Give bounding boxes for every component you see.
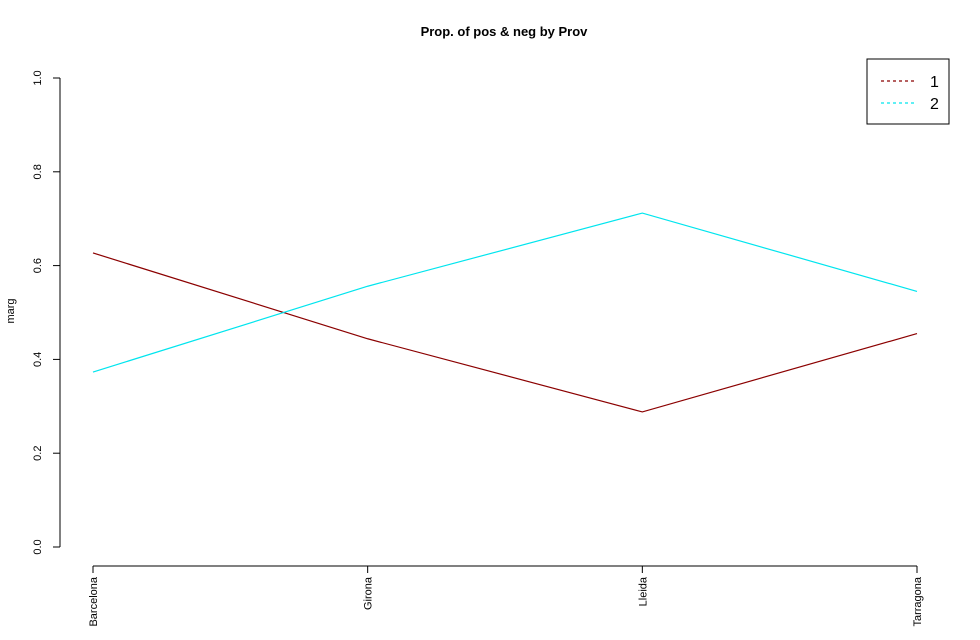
chart-title: Prop. of pos & neg by Prov [421, 24, 589, 39]
x-tick-label: Lleida [637, 576, 649, 606]
y-tick-label: 0.2 [32, 446, 44, 461]
y-tick-label: 0.0 [32, 539, 44, 554]
legend-box [866, 58, 950, 125]
y-tick-label: 0.4 [32, 352, 44, 367]
x-axis: Barcelona Girona Lleida Tarragona [88, 565, 924, 627]
legend: 12 [866, 58, 950, 125]
series-layer [92, 212, 918, 413]
series-line-1 [92, 252, 918, 413]
y-axis: 0.0 0.2 0.4 0.6 0.8 1.0 [32, 70, 61, 555]
x-tick-label: Barcelona [88, 576, 100, 626]
x-tick-label: Girona [363, 576, 375, 610]
series-line-2 [92, 212, 918, 373]
x-tick-label: Tarragona [912, 576, 924, 626]
y-tick-label: 0.6 [32, 258, 44, 273]
legend-label: 1 [930, 74, 939, 91]
y-tick-label: 1.0 [32, 70, 44, 85]
y-tick-label: 0.8 [32, 164, 44, 179]
legend-label: 2 [930, 96, 939, 113]
y-axis-label: marg [5, 298, 17, 323]
